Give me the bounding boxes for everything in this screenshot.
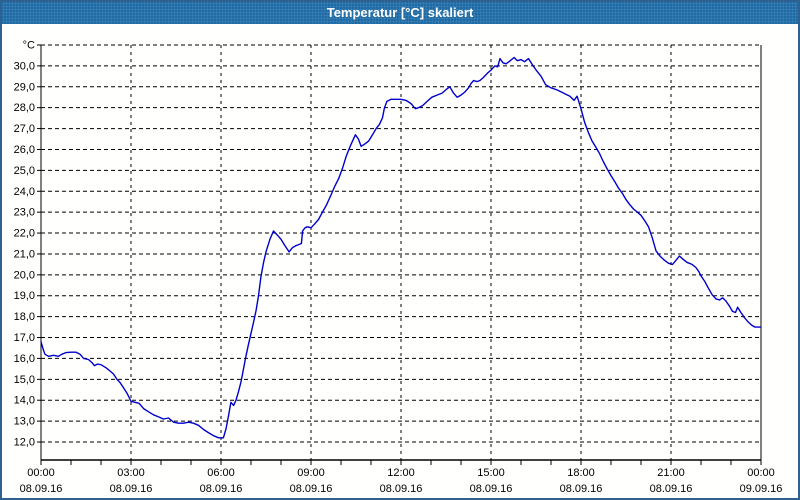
y-tick-label: 24,0 xyxy=(14,186,35,198)
window-title: Temperatur [°C] skaliert xyxy=(326,5,474,20)
y-tick-label: 12,0 xyxy=(14,437,35,449)
x-tick-time-label: 09:00 xyxy=(297,467,325,479)
y-tick-label: 13,0 xyxy=(14,416,35,428)
x-tick-time-label: 21:00 xyxy=(657,467,685,479)
y-tick-label: 23,0 xyxy=(14,207,35,219)
y-tick-label: 26,0 xyxy=(14,144,35,156)
x-tick-date-label: 08.09.16 xyxy=(470,483,513,495)
y-tick-label: 27,0 xyxy=(14,123,35,135)
grid-layer xyxy=(41,44,761,460)
temperature-line xyxy=(40,56,762,439)
window-titlebar[interactable]: Temperatur [°C] skaliert xyxy=(2,2,798,24)
plot-area: °C 30,0 29,0 28,0 27,0 26,0 25,0 24,0 23,0 22,0 21… xyxy=(2,24,798,498)
x-tick-time-label: 00:00 xyxy=(27,467,55,479)
y-tick-label: 21,0 xyxy=(14,248,35,260)
x-tick-time-label: 06:00 xyxy=(207,467,235,479)
y-tick-label: 22,0 xyxy=(14,228,35,240)
series-layer xyxy=(40,56,762,439)
y-tick-label: 17,0 xyxy=(14,332,35,344)
x-tick-date-label: 08.09.16 xyxy=(380,483,423,495)
y-tick-label: 18,0 xyxy=(14,311,35,323)
y-tick-label: 14,0 xyxy=(14,395,35,407)
x-tick-time-label: 18:00 xyxy=(567,467,595,479)
x-tick-date-label: 09.09.16 xyxy=(740,483,783,495)
x-tick-date-label: 08.09.16 xyxy=(290,483,333,495)
x-tick-time-label: 00:00 xyxy=(747,467,775,479)
axis-frame xyxy=(40,45,762,461)
y-tick-label: 25,0 xyxy=(14,165,35,177)
x-tick-date-label: 08.09.16 xyxy=(650,483,693,495)
y-tick-label: 19,0 xyxy=(14,290,35,302)
y-tick-label: 30,0 xyxy=(14,60,35,72)
x-tick-time-label: 03:00 xyxy=(117,467,145,479)
x-tick-date-label: 08.09.16 xyxy=(200,483,243,495)
y-axis-unit-label: °C xyxy=(23,40,35,52)
x-tick-date-label: 08.09.16 xyxy=(110,483,153,495)
x-tick-date-label: 08.09.16 xyxy=(560,483,603,495)
y-tick-label: 29,0 xyxy=(14,81,35,93)
temperature-chart: °C 30,0 29,0 28,0 27,0 26,0 25,0 24,0 23,0 22,0 21… xyxy=(14,40,783,496)
y-tick-label: 28,0 xyxy=(14,102,35,114)
x-tick-time-label: 12:00 xyxy=(387,467,415,479)
y-tick-label: 20,0 xyxy=(14,269,35,281)
y-tick-label: 15,0 xyxy=(14,374,35,386)
y-tick-label: 16,0 xyxy=(14,353,35,365)
axis-label-layer: °C 30,0 29,0 28,0 27,0 26,0 25,0 24,0 23,0 22,0 21… xyxy=(14,40,783,496)
x-tick-time-label: 15:00 xyxy=(477,467,505,479)
tick-layer xyxy=(37,44,762,465)
x-tick-date-label: 08.09.16 xyxy=(20,483,63,495)
